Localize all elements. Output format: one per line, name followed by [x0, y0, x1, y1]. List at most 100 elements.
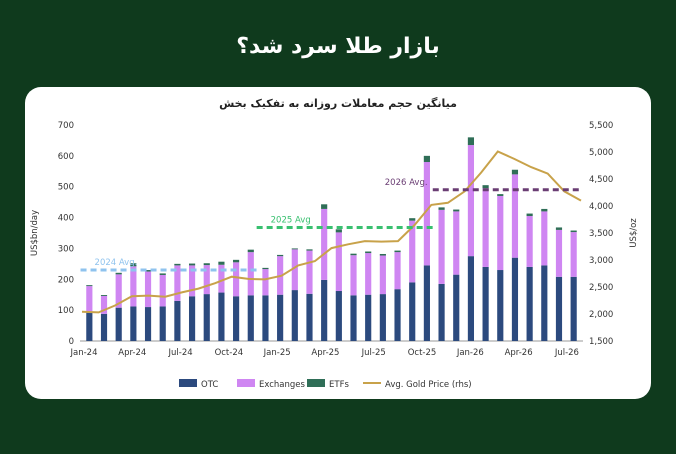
- bar-etfs: [423, 155, 430, 163]
- bar-otc: [467, 256, 475, 341]
- gold-price-line: [81, 150, 582, 314]
- bar-otc: [321, 279, 328, 341]
- x-tick-label: Jul-24: [168, 348, 193, 358]
- bar-exchanges: [570, 232, 577, 277]
- x-tick-label: Apr-26: [505, 348, 533, 358]
- x-tick-label: Jan-24: [70, 348, 98, 358]
- headline: بازار طلا سرد شد؟: [236, 34, 440, 59]
- bar-exchanges: [321, 208, 328, 280]
- bar-etfs: [526, 213, 533, 217]
- bar-exchanges: [467, 145, 475, 257]
- average-label: 2024 Avg.: [95, 258, 138, 268]
- bar-otc: [541, 265, 548, 341]
- y-tick-label: 200: [58, 275, 74, 285]
- bar-exchanges: [130, 266, 137, 307]
- bar-exchanges: [438, 209, 445, 284]
- bar-otc: [188, 296, 196, 341]
- bar-exchanges: [144, 271, 152, 308]
- bar-otc: [144, 307, 152, 341]
- bar-exchanges: [526, 216, 533, 267]
- legend-label: ETFs: [329, 380, 349, 390]
- y-tick-label: 400: [58, 214, 74, 224]
- bar-exchanges: [394, 252, 401, 290]
- bar-exchanges: [350, 255, 357, 296]
- y2-tick-label: 4,500: [589, 175, 613, 185]
- bar-etfs: [100, 295, 108, 296]
- bar-otc: [277, 294, 284, 341]
- legend-swatch: [237, 379, 255, 387]
- bar-exchanges: [86, 286, 93, 312]
- bar-otc: [306, 293, 313, 341]
- bar-otc: [86, 311, 93, 341]
- bar-exchanges: [379, 255, 386, 295]
- bar-exchanges: [409, 220, 416, 283]
- bar-exchanges: [159, 274, 166, 307]
- bar-etfs: [247, 249, 254, 253]
- y2-tick-label: 2,000: [589, 310, 613, 320]
- bar-exchanges: [115, 274, 122, 308]
- bar-etfs: [409, 218, 416, 221]
- bar-etfs: [115, 272, 122, 275]
- bar-otc: [100, 313, 108, 341]
- bar-otc: [379, 294, 386, 341]
- x-tick-label: Oct-25: [408, 348, 437, 358]
- bar-otc: [497, 270, 504, 341]
- legend-swatch: [179, 379, 197, 387]
- x-tick-label: Oct-24: [215, 348, 244, 358]
- bar-otc: [335, 291, 342, 341]
- bar-exchanges: [365, 253, 372, 295]
- y2-tick-label: 4,000: [589, 202, 613, 212]
- bar-etfs: [467, 137, 475, 146]
- chart-card: میانگین حجم معاملات روزانه به تفکیک بخش 0…: [25, 87, 651, 399]
- bar-otc: [511, 257, 519, 341]
- bar-etfs: [555, 227, 563, 230]
- legend-label: OTC: [201, 380, 218, 390]
- bar-otc: [423, 265, 430, 341]
- bar-etfs: [262, 267, 269, 270]
- bar-etfs: [365, 251, 372, 254]
- bar-etfs: [144, 270, 152, 272]
- bar-etfs: [453, 209, 460, 212]
- average-label: 2025 Avg: [271, 215, 311, 225]
- y2-axis-label: US$/oz: [629, 218, 639, 248]
- bar-exchanges: [100, 295, 108, 314]
- bar-exchanges: [247, 252, 254, 296]
- gold-trading-volume-chart: میانگین حجم معاملات روزانه به تفکیک بخش 0…: [30, 97, 639, 390]
- bar-otc: [115, 307, 122, 341]
- bar-exchanges: [233, 262, 240, 297]
- bar-exchanges: [482, 188, 489, 267]
- x-tick-label: Apr-24: [118, 348, 146, 358]
- bar-otc: [291, 290, 298, 341]
- bar-otc: [482, 266, 489, 341]
- y-tick-label: 300: [58, 244, 74, 254]
- bar-etfs: [497, 194, 504, 196]
- x-tick-label: Jul-25: [361, 348, 386, 358]
- average-label: 2026 Avg.: [385, 178, 428, 188]
- bar-etfs: [394, 250, 401, 253]
- chart-title: میانگین حجم معاملات روزانه به تفکیک بخش: [219, 97, 457, 110]
- y2-tick-label: 2,500: [589, 283, 613, 293]
- bar-otc: [218, 292, 225, 341]
- bar-exchanges: [203, 265, 210, 295]
- bar-etfs: [350, 253, 357, 256]
- bar-otc: [409, 282, 416, 341]
- bar-etfs: [379, 253, 386, 256]
- bar-exchanges: [174, 265, 181, 301]
- x-tick-label: Jan-25: [263, 348, 291, 358]
- bar-otc: [247, 295, 254, 341]
- bar-exchanges: [291, 249, 298, 291]
- bar-otc: [174, 300, 181, 341]
- bar-otc: [350, 295, 357, 341]
- y-tick-label: 100: [58, 306, 74, 316]
- legend-label: Avg. Gold Price (rhs): [385, 380, 472, 390]
- y2-tick-label: 3,000: [589, 256, 613, 266]
- bar-exchanges: [511, 174, 519, 258]
- bar-etfs: [541, 208, 548, 212]
- bar-exchanges: [306, 250, 313, 294]
- y2-tick-label: 1,500: [589, 337, 613, 347]
- bar-otc: [365, 294, 372, 341]
- bar-etfs: [511, 169, 519, 175]
- bar-etfs: [130, 263, 137, 267]
- y-tick-label: 0: [69, 337, 74, 347]
- bar-exchanges: [497, 195, 504, 271]
